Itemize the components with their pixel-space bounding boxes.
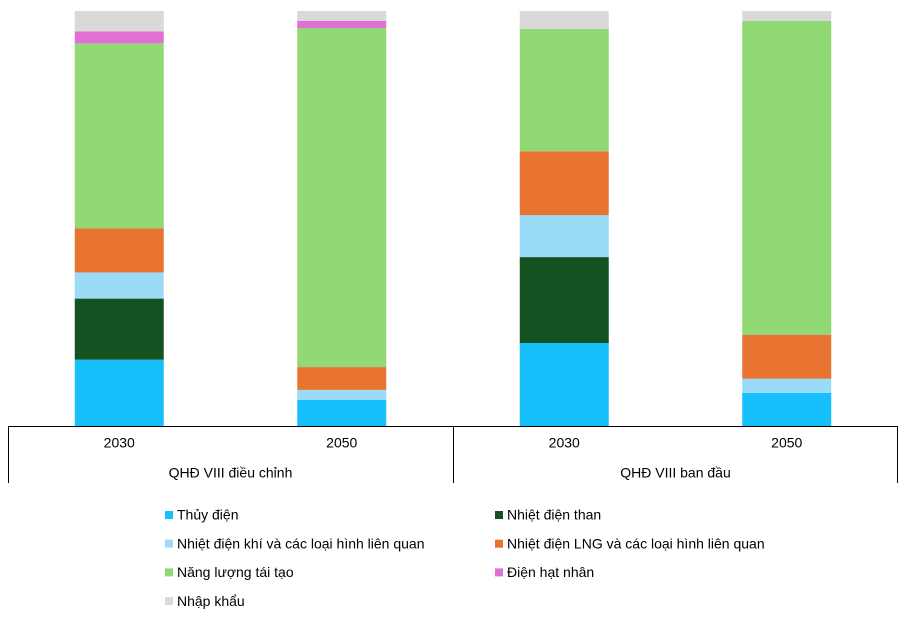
legend-label: Nhiệt điện LNG và các loại hình liên qua… bbox=[507, 535, 765, 551]
legend-label: Năng lượng tái tạo bbox=[177, 564, 294, 580]
legend-swatch bbox=[165, 511, 173, 519]
bar-segment bbox=[742, 334, 832, 379]
bar-segment bbox=[742, 392, 832, 426]
legend-swatch bbox=[495, 568, 503, 577]
group-label: QHĐ VIII ban đầu bbox=[620, 465, 731, 481]
bar-segment bbox=[519, 28, 609, 152]
x-tick-label: 2030 bbox=[104, 435, 135, 451]
x-tick-label: 2050 bbox=[771, 435, 802, 451]
bar-segment bbox=[74, 31, 164, 44]
bar-segment bbox=[742, 20, 832, 335]
bar-segment bbox=[74, 43, 164, 229]
bar-segment bbox=[297, 399, 387, 426]
legend-label: Thủy điện bbox=[177, 507, 238, 523]
bar-segment bbox=[74, 298, 164, 360]
legend-label: Nhiệt điện than bbox=[507, 507, 601, 523]
bar-segment bbox=[742, 378, 832, 393]
bar-segment bbox=[74, 272, 164, 299]
legend-swatch bbox=[165, 568, 173, 577]
legend-swatch bbox=[495, 511, 503, 519]
bar-segment bbox=[74, 359, 164, 426]
bar-segment bbox=[74, 228, 164, 273]
bar-segment bbox=[297, 11, 387, 21]
bar-segment bbox=[519, 257, 609, 343]
x-tick-label: 2030 bbox=[549, 435, 580, 451]
bar-segment bbox=[297, 389, 387, 400]
bar-segment bbox=[74, 11, 164, 32]
legend-swatch bbox=[165, 539, 173, 548]
legend-swatch bbox=[495, 539, 503, 548]
bar-segment bbox=[742, 11, 832, 21]
legend-label: Nhập khẩu bbox=[177, 593, 245, 609]
legend-label: Điện hạt nhân bbox=[507, 564, 594, 580]
bar-segment bbox=[519, 11, 609, 29]
bar-segment bbox=[519, 215, 609, 258]
legend-swatch bbox=[165, 597, 173, 606]
bar-segment bbox=[297, 20, 387, 29]
legend-label: Nhiệt điện khí và các loại hình liên qua… bbox=[177, 535, 425, 551]
group-label: QHĐ VIII điều chỉnh bbox=[169, 465, 293, 481]
bar-segment bbox=[297, 367, 387, 390]
bar-segment bbox=[519, 151, 609, 216]
bar-segment bbox=[519, 343, 609, 426]
bar-segment bbox=[297, 28, 387, 368]
x-tick-label: 2050 bbox=[326, 435, 357, 451]
